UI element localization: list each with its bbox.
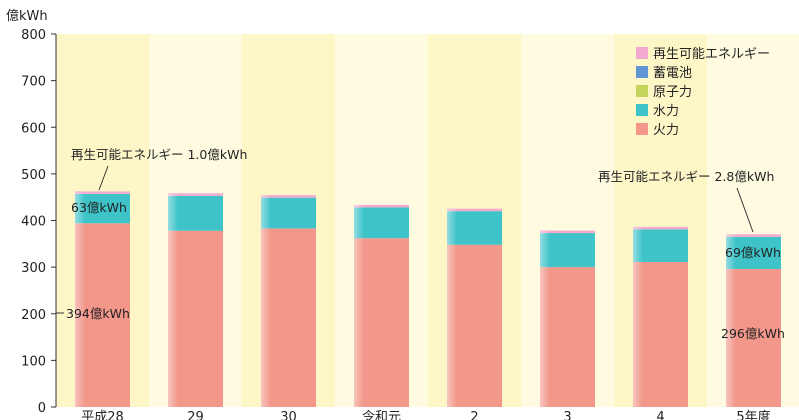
legend-label-renewable: 再生可能エネルギー (653, 47, 770, 62)
legend-label-thermal: 火力 (653, 123, 679, 138)
y-tick-label: 700 (21, 75, 46, 90)
x-tick-label: 平成28 (81, 410, 124, 420)
x-axis-labels: 平成28 29 30 令和元 2 3 4 5年度 (81, 409, 770, 420)
legend-label-nuclear: 原子力 (653, 85, 692, 100)
legend-swatch-thermal (636, 123, 648, 135)
bars (75, 191, 781, 407)
annotation-last-hydro: 69億kWh (725, 245, 781, 260)
legend-label-battery: 蓄電池 (653, 66, 692, 81)
annotation-last-leader (736, 187, 754, 233)
x-tick-label: 29 (187, 410, 204, 420)
legend: 再生可能エネルギー 蓄電池 原子力 水力 火力 (636, 47, 770, 138)
legend-swatch-nuclear (636, 85, 648, 97)
legend-swatch-battery (636, 66, 648, 78)
bar-highlight (168, 193, 223, 407)
bar-highlight (726, 234, 781, 407)
bar-highlight (633, 226, 688, 407)
y-tick-label: 0 (38, 401, 46, 416)
x-tick-label: 令和元 (362, 410, 401, 420)
legend-label-hydro: 水力 (653, 104, 679, 119)
y-tick-label: 300 (21, 261, 46, 276)
annotation-last: 再生可能エネルギー 2.8億kWh 69億kWh 296億kWh (598, 169, 785, 341)
legend-swatch-hydro (636, 104, 648, 116)
y-tick-label: 400 (21, 215, 46, 230)
bar-highlight (447, 209, 502, 407)
bar-highlight (540, 231, 595, 407)
x-tick-label: 5年度 (736, 409, 770, 420)
y-axis-unit: 億kWh (6, 8, 48, 24)
bar-highlight (75, 192, 130, 407)
y-tick-label: 500 (21, 168, 46, 183)
annotation-first-hydro: 63億kWh (71, 200, 127, 215)
y-tick-label: 200 (21, 308, 46, 323)
bar-highlight (354, 205, 409, 407)
y-tick-label: 100 (21, 354, 46, 369)
annotation-first-thermal: 394億kWh (66, 306, 130, 321)
x-tick-label: 2 (470, 410, 478, 420)
bar-highlight (261, 195, 316, 407)
annotation-first-leader (98, 165, 109, 191)
annotation-first: 再生可能エネルギー 1.0億kWh 63億kWh 394億kWh (56, 147, 247, 321)
x-tick-label: 3 (563, 410, 571, 420)
y-tick-label: 600 (21, 121, 46, 136)
y-tick-label: 800 (21, 28, 46, 43)
x-tick-label: 4 (656, 410, 664, 420)
annotation-first-renewable: 再生可能エネルギー 1.0億kWh (71, 147, 247, 162)
annotation-last-renewable: 再生可能エネルギー 2.8億kWh (598, 169, 774, 184)
legend-swatch-renewable (636, 47, 648, 59)
x-tick-label: 30 (280, 410, 297, 420)
y-axis: 0 100 200 300 400 500 600 700 800 (21, 28, 57, 416)
annotation-last-thermal: 296億kWh (721, 326, 785, 341)
